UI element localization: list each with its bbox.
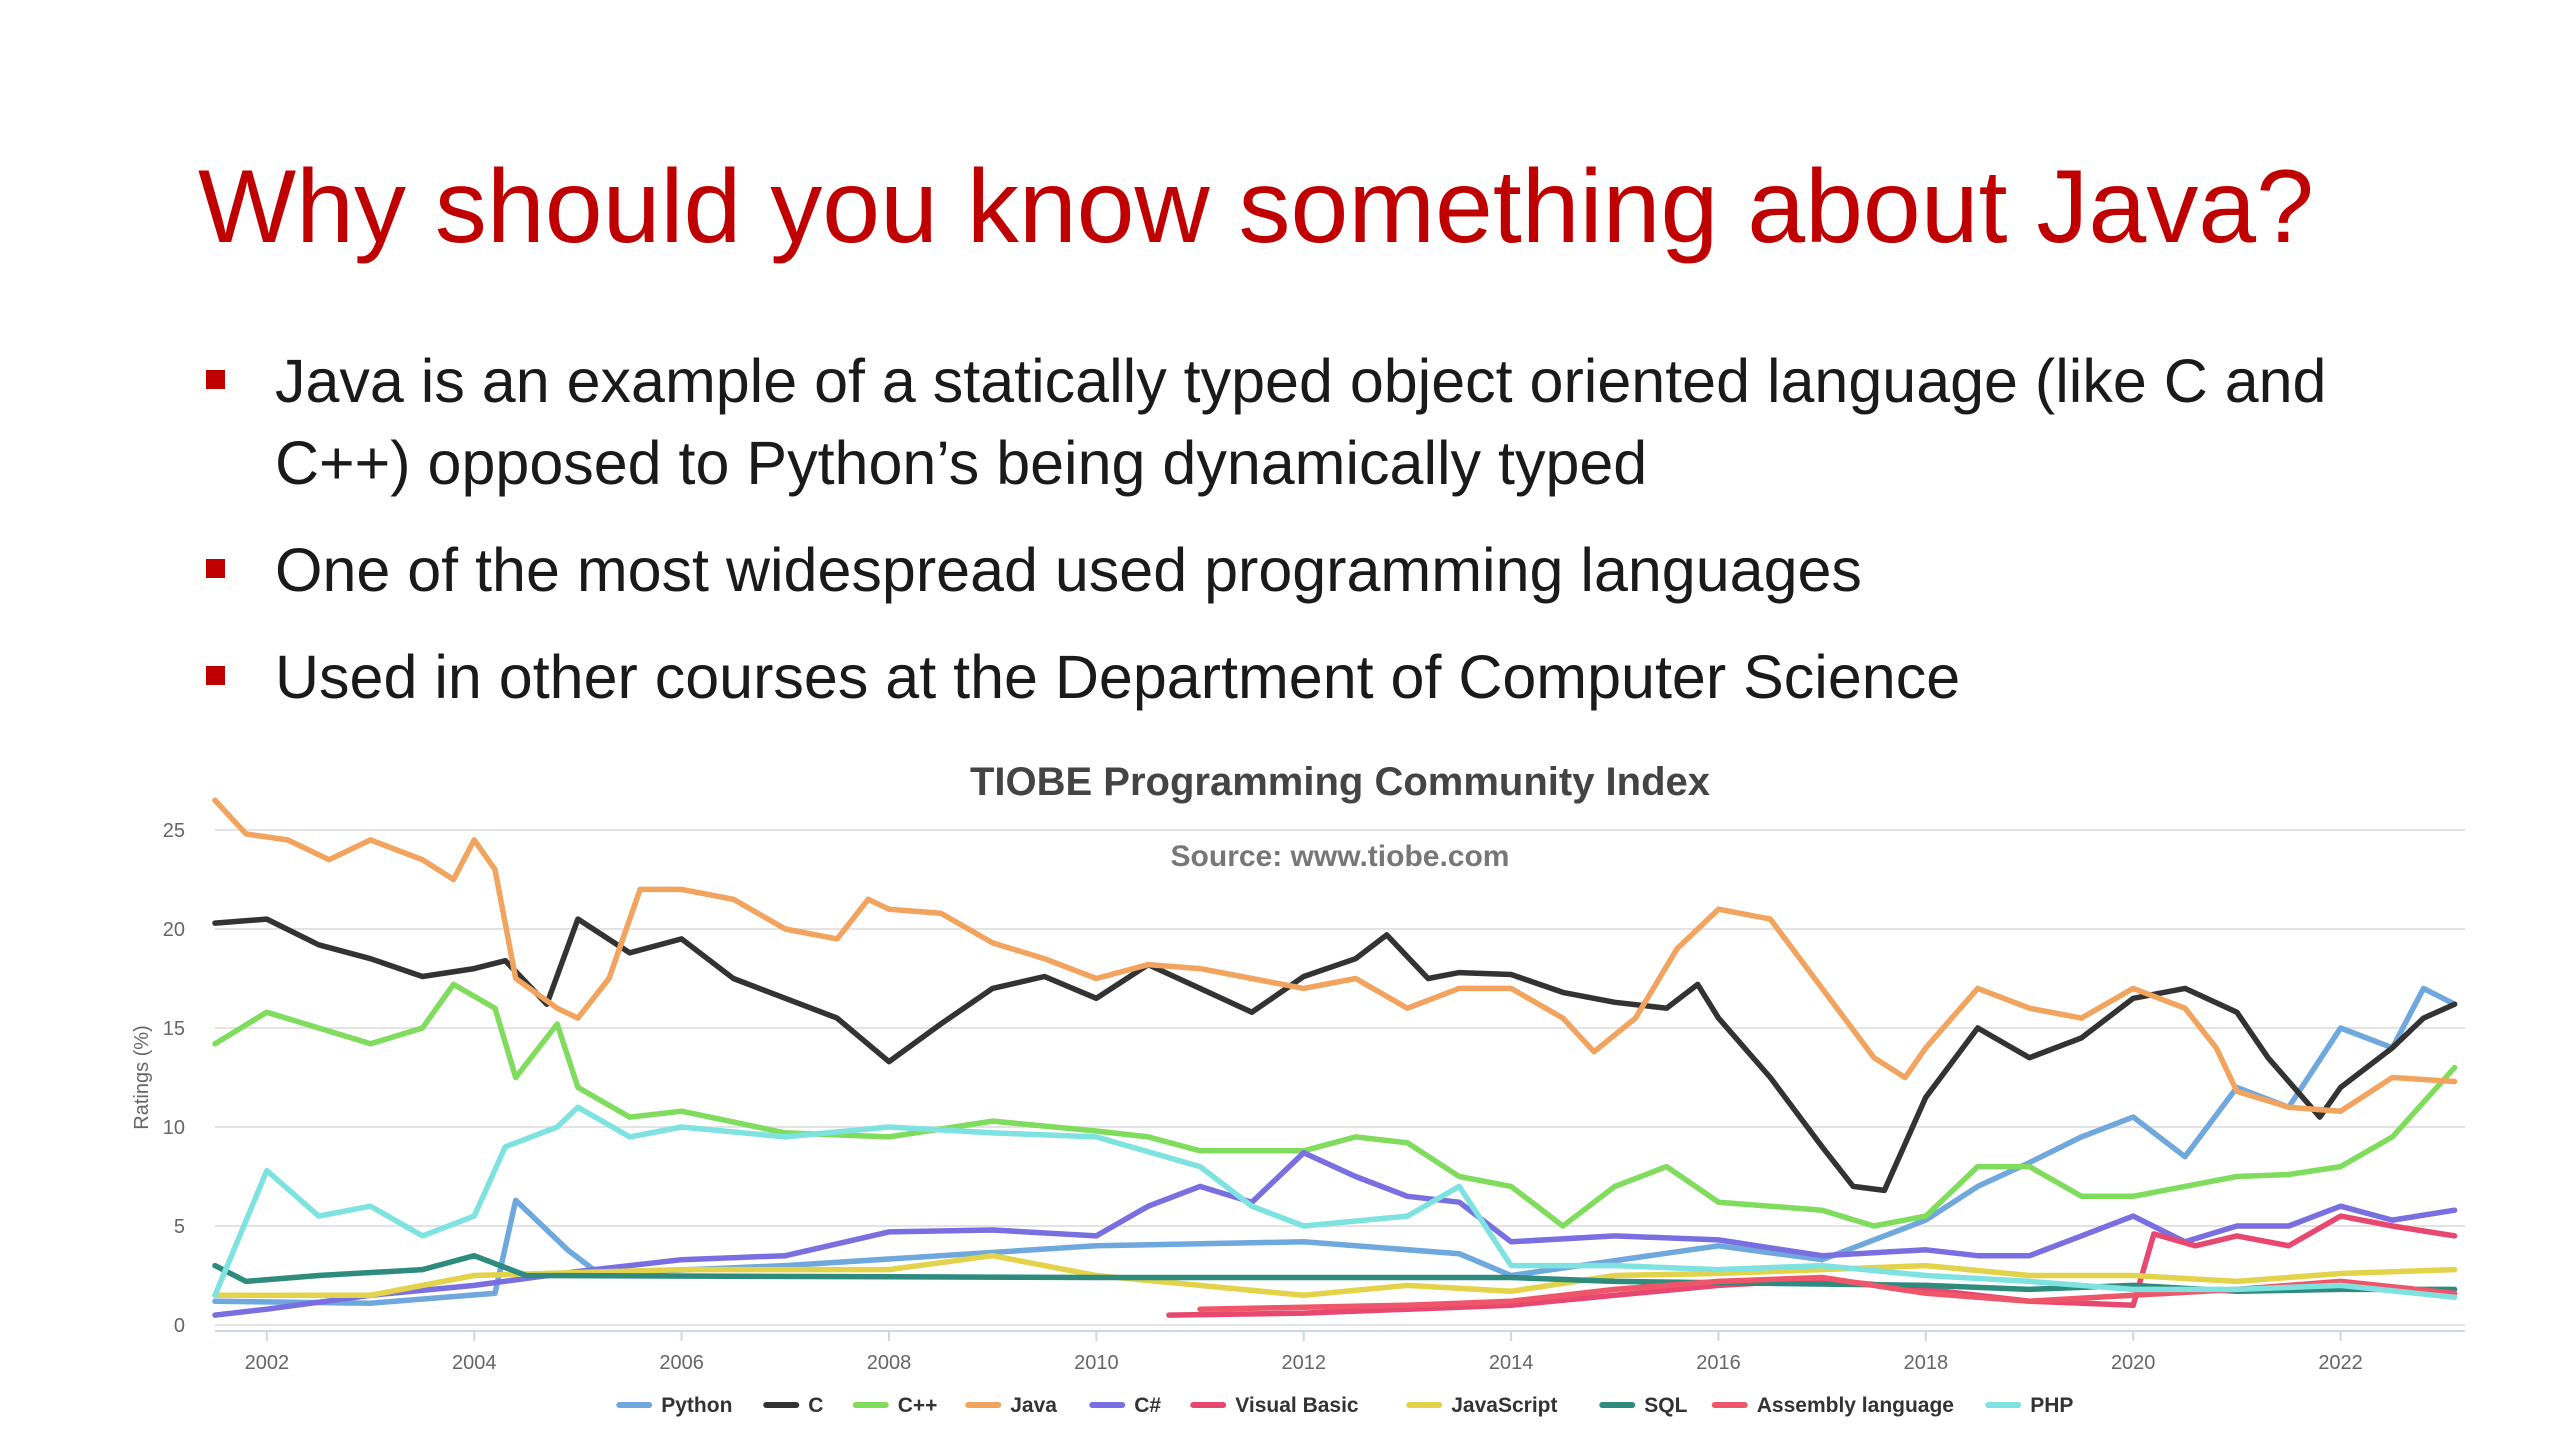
legend-label: C++ <box>898 1394 938 1417</box>
series-line-php <box>212 1104 2458 1301</box>
bullet-text: Used in other courses at the Department … <box>275 643 1961 711</box>
x-tick-label: 2014 <box>1489 1352 1534 1374</box>
x-tick-label: 2012 <box>1281 1352 1326 1374</box>
tiobe-chart: TIOBE Programming Community Index Source:… <box>120 760 2500 1440</box>
y-tick-label: 10 <box>163 1117 185 1139</box>
y-tick-label: 0 <box>174 1315 185 1337</box>
x-tick-label: 2010 <box>1074 1352 1119 1374</box>
bullet-list: Java is an example of a statically typed… <box>198 340 2375 743</box>
x-tick-label: 2016 <box>1696 1352 1741 1374</box>
bullet-item: Used in other courses at the Department … <box>198 636 2375 718</box>
x-tick-label: 2004 <box>452 1352 497 1374</box>
y-axis-label: Ratings (%) <box>131 1025 153 1129</box>
series-line-javascript <box>212 1252 2458 1299</box>
legend-label: SQL <box>1644 1394 1687 1417</box>
slide-title: Why should you know something about Java… <box>198 149 2314 265</box>
x-tick-label: 2002 <box>245 1352 290 1374</box>
y-tick-label: 25 <box>163 820 185 842</box>
legend-label: C# <box>1134 1394 1161 1417</box>
chart-subtitle: Source: www.tiobe.com <box>1171 840 1510 873</box>
y-tick-label: 20 <box>163 919 185 941</box>
legend-label: Visual Basic <box>1235 1394 1359 1417</box>
legend-label: JavaScript <box>1451 1394 1557 1417</box>
x-tick-label: 2006 <box>659 1352 704 1374</box>
bullet-item: One of the most widespread used programm… <box>198 529 2375 611</box>
line-chart-svg: TIOBE Programming Community Index Source:… <box>131 760 2465 1417</box>
x-tick-label: 2018 <box>1904 1352 1949 1374</box>
chart-title: TIOBE Programming Community Index <box>970 760 1710 804</box>
y-tick-label: 15 <box>163 1018 185 1040</box>
bullet-item: Java is an example of a statically typed… <box>198 340 2375 504</box>
legend-label: Assembly language <box>1757 1394 1954 1417</box>
x-tick-label: 2022 <box>2318 1352 2363 1374</box>
bullet-square-icon <box>206 370 225 389</box>
series-line-c- <box>212 981 2458 1229</box>
legend-label: Java <box>1010 1394 1057 1417</box>
legend-label: PHP <box>2030 1394 2073 1417</box>
bullet-square-icon <box>206 559 225 578</box>
bullet-text: Java is an example of a statically typed… <box>275 347 2327 497</box>
x-tick-label: 2008 <box>867 1352 912 1374</box>
series-line-c <box>212 916 2458 1194</box>
legend-label: Python <box>661 1394 732 1417</box>
y-tick-label: 5 <box>174 1216 185 1238</box>
bullet-square-icon <box>206 666 225 685</box>
legend-label: C <box>808 1394 823 1417</box>
x-tick-label: 2020 <box>2111 1352 2156 1374</box>
series-line-java <box>212 797 2458 1114</box>
bullet-text: One of the most widespread used programm… <box>275 536 1862 604</box>
